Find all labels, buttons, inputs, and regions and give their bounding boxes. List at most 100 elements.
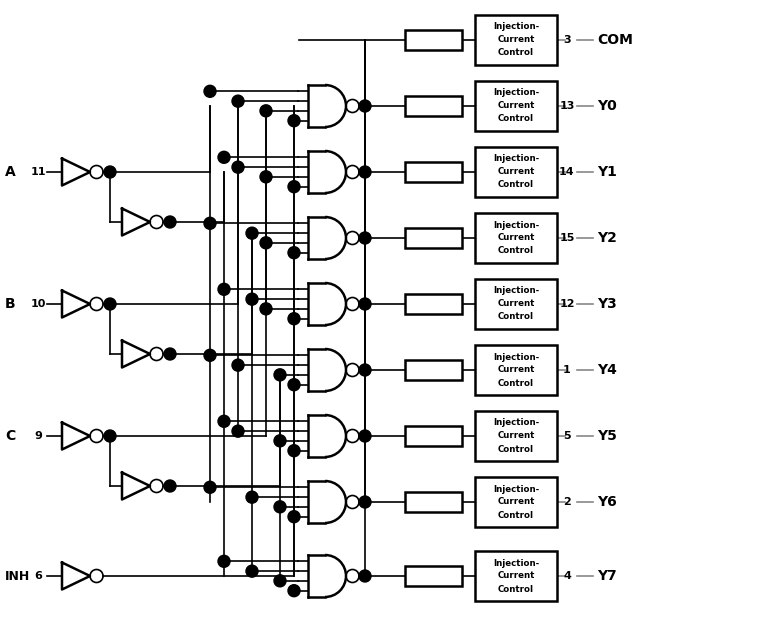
Text: Injection-: Injection- [493,485,539,494]
Circle shape [260,105,272,117]
Circle shape [246,565,258,577]
Circle shape [260,303,272,315]
Text: Injection-: Injection- [493,418,539,428]
Text: Injection-: Injection- [493,352,539,362]
Circle shape [218,151,230,163]
Text: 13: 13 [559,101,574,111]
Circle shape [218,556,230,567]
Text: Control: Control [498,510,534,520]
Circle shape [274,575,286,587]
Text: 1: 1 [563,365,571,375]
Text: Y6: Y6 [597,495,617,509]
Circle shape [104,166,116,178]
Text: 5: 5 [563,431,571,441]
Bar [405,426,462,446]
Text: 11: 11 [30,167,46,177]
Text: 2: 2 [563,497,571,507]
Bar [475,279,557,329]
Text: Control: Control [498,247,534,255]
Circle shape [274,369,286,381]
Text: Y7: Y7 [597,569,617,583]
Text: 15: 15 [559,233,574,243]
Circle shape [274,501,286,513]
Text: Y3: Y3 [597,297,617,311]
Text: Current: Current [497,572,535,580]
Circle shape [288,510,300,523]
Circle shape [232,425,244,437]
Bar [475,477,557,527]
Text: Injection-: Injection- [493,287,539,295]
Circle shape [164,480,176,492]
Text: INH: INH [5,570,30,583]
Circle shape [274,435,286,447]
Circle shape [288,247,300,259]
Bar [405,162,462,182]
Circle shape [260,237,272,249]
Circle shape [218,415,230,427]
Bar [405,566,462,586]
Text: 10: 10 [31,299,46,309]
Circle shape [288,585,300,597]
Text: Current: Current [497,234,535,242]
Text: Y5: Y5 [597,429,617,443]
Text: Control: Control [498,114,534,124]
Circle shape [164,348,176,360]
Circle shape [204,481,216,493]
Circle shape [104,430,116,442]
Text: Control: Control [498,585,534,593]
Circle shape [246,227,258,239]
Circle shape [359,496,371,508]
Circle shape [359,100,371,112]
Text: Current: Current [497,431,535,441]
Bar [475,213,557,263]
Circle shape [288,313,300,324]
Circle shape [204,85,216,97]
Text: Control: Control [498,48,534,57]
Text: Y2: Y2 [597,231,617,245]
Text: Injection-: Injection- [493,154,539,164]
Text: Injection-: Injection- [493,559,539,567]
Circle shape [246,293,258,305]
Text: COM: COM [597,33,633,47]
Text: Y1: Y1 [597,165,617,179]
Text: Control: Control [498,444,534,454]
Circle shape [232,359,244,371]
Text: Current: Current [497,300,535,308]
Circle shape [288,180,300,193]
Text: Current: Current [497,35,535,44]
Circle shape [359,570,371,582]
Text: Current: Current [497,497,535,507]
Circle shape [359,232,371,244]
Bar [405,294,462,314]
Circle shape [164,216,176,228]
Text: 6: 6 [34,571,42,581]
Text: 14: 14 [559,167,574,177]
Text: Control: Control [498,378,534,387]
Text: Current: Current [497,365,535,375]
Text: C: C [5,429,15,443]
Circle shape [359,166,371,178]
Circle shape [246,491,258,503]
Circle shape [232,161,244,173]
Text: Current: Current [497,167,535,177]
Circle shape [359,298,371,310]
Text: Y0: Y0 [597,99,617,113]
Circle shape [260,171,272,183]
Text: Current: Current [497,101,535,111]
Text: A: A [5,165,16,179]
Text: Injection-: Injection- [493,22,539,32]
Bar [405,96,462,116]
Text: Injection-: Injection- [493,88,539,98]
Circle shape [218,283,230,295]
Circle shape [204,218,216,229]
Circle shape [288,379,300,391]
Bar [475,81,557,131]
Text: Control: Control [498,180,534,190]
Text: B: B [5,297,15,311]
Bar [405,30,462,50]
Circle shape [359,430,371,442]
Circle shape [204,349,216,362]
Bar [475,15,557,65]
Bar [405,228,462,248]
Text: Control: Control [498,313,534,321]
